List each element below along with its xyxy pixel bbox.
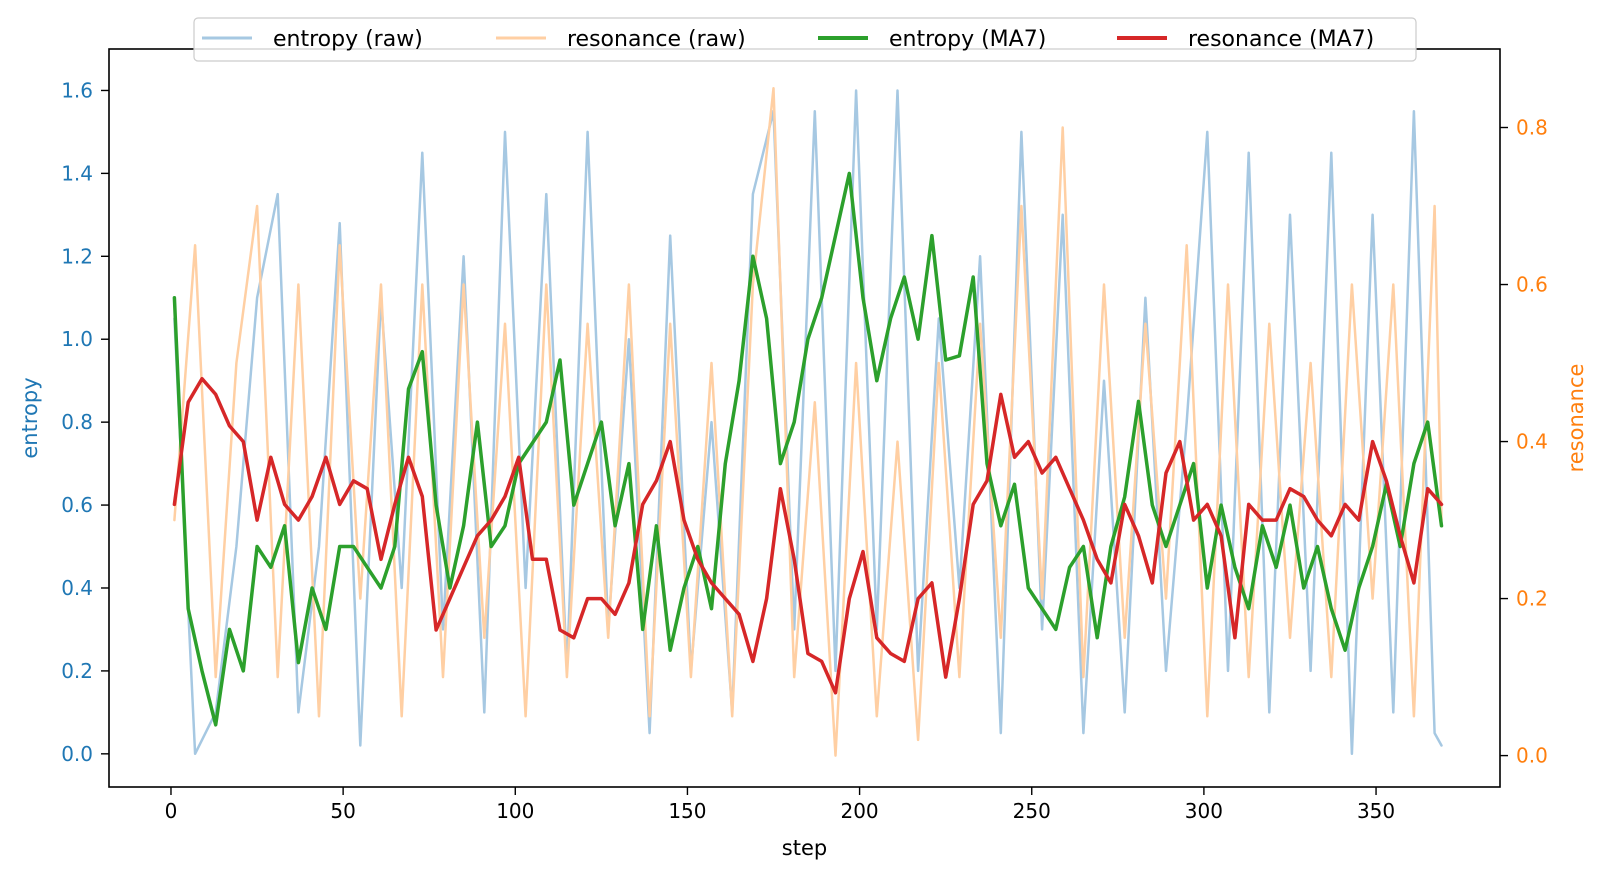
left-y-tick-label: 1.0 [61, 327, 93, 351]
x-axis-title: step [782, 836, 827, 860]
right-y-tick-label: 0.4 [1516, 430, 1548, 454]
legend-box [193, 17, 1417, 62]
x-tick-label: 350 [1357, 799, 1395, 823]
x-tick-label: 150 [668, 799, 706, 823]
legend-label-resonance-raw: resonance (raw) [567, 27, 746, 52]
x-tick-label: 50 [330, 799, 355, 823]
x-axis: 0 50 100 150 200 250 300 350 [165, 787, 1395, 823]
right-y-tick-label: 0.6 [1516, 273, 1548, 297]
series-line-resonance-ma7 [172, 376, 1444, 695]
series-line-resonance-raw [173, 87, 1443, 757]
right-y-tick-label: 0.8 [1516, 116, 1548, 140]
legend-label-entropy-raw: entropy (raw) [273, 27, 423, 52]
x-tick-label: 100 [496, 799, 534, 823]
left-y-tick-label: 0.2 [61, 659, 93, 683]
right-y-tick-label: 0.0 [1516, 744, 1548, 768]
x-tick-label: 0 [165, 799, 178, 823]
left-y-tick-label: 0.4 [61, 576, 93, 600]
left-y-tick-label: 1.6 [61, 78, 93, 102]
left-y-tick-label: 1.2 [61, 244, 93, 268]
left-y-tick-label: 1.4 [61, 161, 93, 185]
series-line-entropy-ma7 [172, 171, 1444, 727]
left-y-tick-label: 0.6 [61, 493, 93, 517]
right-y-axis-title: resonance [1564, 364, 1588, 473]
x-tick-label: 300 [1185, 799, 1223, 823]
x-tick-label: 250 [1013, 799, 1051, 823]
legend-label-resonance-ma7: resonance (MA7) [1188, 27, 1374, 52]
left-y-tick-label: 0.0 [61, 742, 93, 766]
series-line-entropy-raw [173, 89, 1443, 756]
left-y-axis-title: entropy [18, 377, 42, 458]
series-layer [172, 87, 1444, 757]
left-y-tick-label: 0.8 [61, 410, 93, 434]
right-y-tick-label: 0.2 [1516, 587, 1548, 611]
x-tick-label: 200 [840, 799, 878, 823]
left-y-axis: 0.0 0.2 0.4 0.6 0.8 1.0 1.2 1.4 1.6 [61, 78, 109, 766]
legend: entropy (raw) resonance (raw) entropy (M… [193, 17, 1417, 62]
legend-label-entropy-ma7: entropy (MA7) [889, 27, 1046, 52]
right-y-axis: 0.0 0.2 0.4 0.6 0.8 [1500, 116, 1548, 768]
